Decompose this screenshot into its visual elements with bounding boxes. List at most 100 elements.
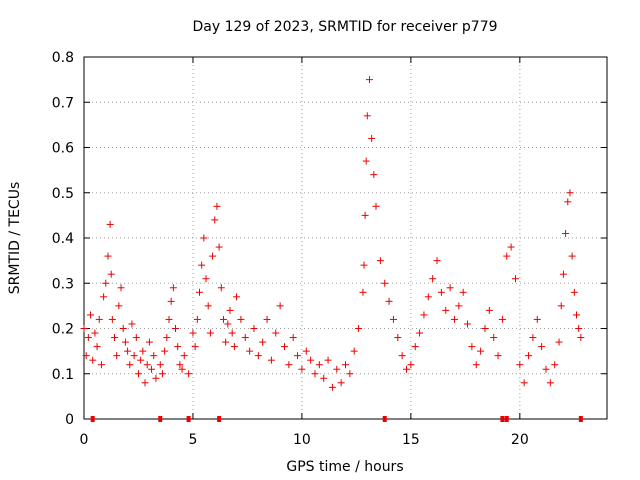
data-point xyxy=(233,293,241,301)
data-point xyxy=(559,270,567,278)
data-point xyxy=(302,347,310,355)
data-point xyxy=(520,379,528,387)
y-tick-label: 0 xyxy=(65,412,74,428)
data-point xyxy=(172,325,180,332)
data-point xyxy=(204,302,212,310)
data-point xyxy=(389,315,397,323)
data-point xyxy=(538,343,546,351)
data-gap-marker xyxy=(186,416,191,422)
data-point xyxy=(84,334,92,342)
data-point xyxy=(211,216,219,224)
data-point xyxy=(481,325,489,332)
data-point xyxy=(420,311,428,319)
y-tick-label: 0.3 xyxy=(52,276,74,292)
data-point xyxy=(557,302,565,310)
data-point xyxy=(130,352,138,360)
data-point xyxy=(381,279,389,287)
data-point xyxy=(363,112,371,120)
data-gap-marker xyxy=(578,416,583,422)
data-point xyxy=(117,284,125,292)
data-point xyxy=(551,361,559,369)
x-tick-label: 5 xyxy=(188,432,197,448)
y-tick-label: 0.2 xyxy=(52,322,74,338)
data-point xyxy=(516,361,524,369)
data-point xyxy=(359,288,367,296)
grid-layer xyxy=(84,57,607,419)
data-point xyxy=(294,352,302,360)
y-tick-label: 0.8 xyxy=(52,50,74,66)
data-point xyxy=(145,338,153,346)
data-point xyxy=(174,343,182,351)
data-point xyxy=(185,370,193,378)
data-point xyxy=(198,261,206,269)
x-tick-label: 15 xyxy=(402,432,420,448)
data-gap-marker xyxy=(217,416,222,422)
data-point xyxy=(113,352,121,360)
data-point xyxy=(95,315,103,323)
data-point xyxy=(477,347,485,355)
data-point xyxy=(407,361,415,369)
data-gap-marker xyxy=(382,416,387,422)
data-point xyxy=(498,315,506,323)
data-point xyxy=(206,329,214,337)
data-point xyxy=(403,365,411,373)
data-point xyxy=(442,306,450,314)
data-point xyxy=(241,334,249,342)
data-point xyxy=(507,243,515,251)
x-tick-labels: 0 5 10 15 20 xyxy=(80,432,529,448)
x-tick-label: 10 xyxy=(293,432,311,448)
data-point xyxy=(566,189,574,197)
data-point xyxy=(280,343,288,351)
data-point xyxy=(333,365,341,373)
data-point xyxy=(311,370,319,378)
data-point xyxy=(213,202,221,210)
data-point xyxy=(150,352,158,360)
data-point xyxy=(337,379,345,387)
data-point xyxy=(107,270,115,278)
data-point xyxy=(143,361,151,369)
data-point xyxy=(195,288,203,296)
data-gap-markers xyxy=(90,416,583,422)
data-point xyxy=(246,347,254,355)
data-point xyxy=(577,334,585,342)
data-point xyxy=(455,302,463,310)
y-tick-label: 0.7 xyxy=(52,95,74,111)
data-point xyxy=(228,329,236,337)
data-point xyxy=(193,315,201,323)
data-point xyxy=(342,361,349,369)
data-point xyxy=(180,352,188,360)
data-point xyxy=(575,325,583,332)
data-point xyxy=(361,211,369,219)
data-point xyxy=(104,252,112,260)
data-point xyxy=(167,297,175,305)
y-tick-label: 0.1 xyxy=(52,367,74,383)
data-point xyxy=(485,306,493,314)
x-axis-title: GPS time / hours xyxy=(286,459,403,475)
data-point xyxy=(115,302,123,310)
data-point xyxy=(562,229,570,237)
tick-layer xyxy=(83,56,607,420)
data-gap-marker xyxy=(500,416,505,422)
data-point xyxy=(191,343,199,351)
data-point xyxy=(362,157,370,165)
data-gap-marker xyxy=(90,416,95,422)
y-axis-title: SRMTID / TECUs xyxy=(7,182,23,295)
data-point xyxy=(121,338,129,346)
data-point xyxy=(490,334,498,342)
data-point xyxy=(542,365,550,373)
data-point xyxy=(141,379,149,387)
data-point xyxy=(230,343,238,351)
data-point xyxy=(437,288,445,296)
data-point xyxy=(433,257,441,265)
data-point xyxy=(372,202,380,210)
data-point xyxy=(165,315,173,323)
data-point xyxy=(503,252,511,260)
y-tick-labels: 0 0.1 0.2 0.3 0.4 0.5 0.6 0.7 0.8 xyxy=(52,50,74,428)
data-point xyxy=(298,365,306,373)
data-point xyxy=(525,352,533,360)
data-point xyxy=(87,311,95,319)
data-point xyxy=(215,243,223,251)
data-gap-marker xyxy=(504,416,509,422)
data-point xyxy=(376,257,384,265)
data-point xyxy=(148,365,156,373)
